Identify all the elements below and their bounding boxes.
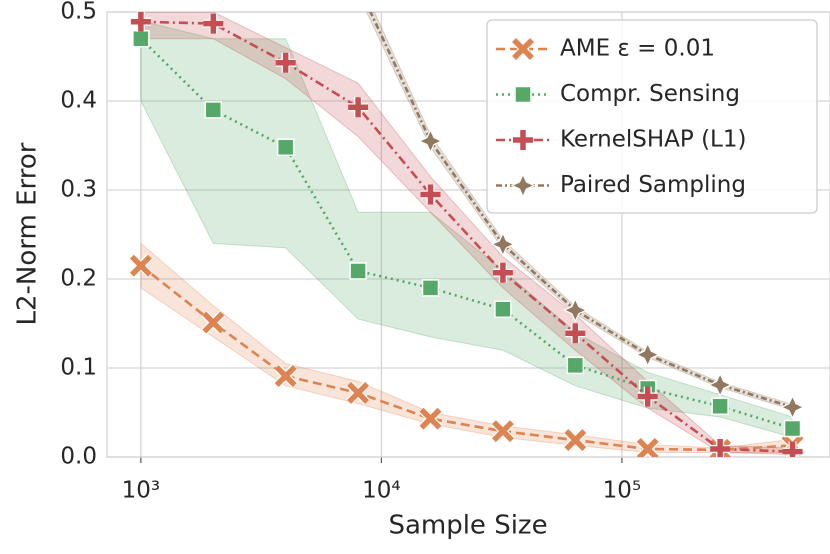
marker [349,262,367,280]
marker [494,300,512,319]
marker [562,297,588,323]
marker [348,97,369,118]
marker [782,441,803,457]
marker [347,381,370,404]
x-axis-label: Sample Size [388,511,547,541]
x-tick-label: 10³ [122,478,161,504]
legend-label: Paired Sampling [560,172,746,198]
marker [275,52,296,73]
legend-label: KernelSHAP (L1) [560,127,746,153]
marker [565,323,586,344]
marker [491,420,514,443]
line [139,37,793,430]
marker [711,397,729,416]
confidence-band [140,20,794,439]
x-tick-label: 10⁴ [362,478,401,504]
marker [129,254,152,277]
marker [274,365,297,387]
line [140,264,793,452]
y-axis-label: L2-Norm Error [13,142,43,325]
marker [420,184,441,205]
legend-marker [510,173,536,198]
marker [202,311,225,334]
marker [492,262,513,283]
legend-label: Compr. Sensing [560,81,740,107]
marker [421,279,440,297]
marker [419,407,442,430]
plot-area [129,12,805,457]
legend-marker [512,38,534,60]
legend-box [486,19,818,214]
legend-label: AME ε = 0.01 [560,36,715,62]
line [140,20,793,453]
y-tick-label: 0.0 [60,444,97,470]
marker [783,419,802,438]
y-tick-label: 0.1 [60,355,97,381]
marker [203,13,224,34]
legend-marker [513,130,533,150]
marker [636,438,659,457]
marker [635,342,661,368]
marker [710,438,731,457]
marker [418,128,443,154]
marker [637,386,658,407]
marker [564,429,587,452]
y-tick-label: 0.2 [60,266,97,292]
marker [490,231,516,257]
marker [130,12,151,32]
y-tick-label: 0.3 [60,177,97,203]
y-tick-label: 0.5 [60,0,97,25]
marker [204,101,223,119]
marker [780,394,805,420]
marker [566,356,585,375]
marker [707,372,733,398]
y-tick-label: 0.4 [60,88,97,114]
x-tick-label: 10⁵ [603,478,642,504]
legend-marker [514,85,532,104]
marker [132,29,150,48]
plot-frame [106,11,830,458]
marker [276,138,295,157]
